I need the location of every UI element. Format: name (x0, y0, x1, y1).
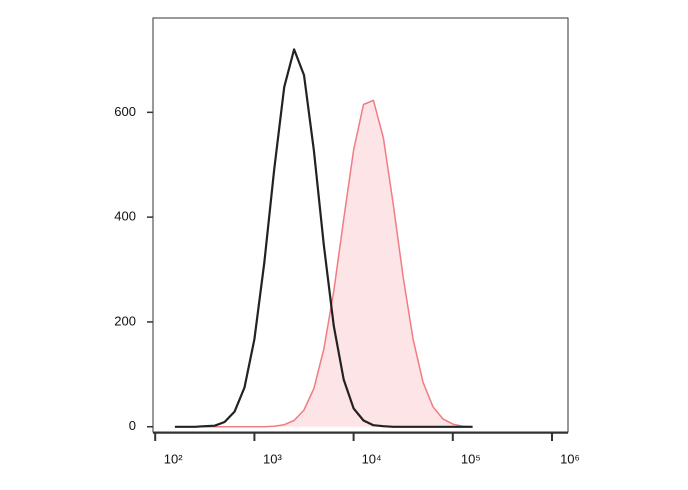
x-tick-label: 10⁵ (461, 451, 481, 466)
x-tick-label: 10⁶ (560, 451, 580, 466)
plot-frame (152, 17, 569, 433)
series-area (174, 100, 473, 427)
y-tick-label: 400 (114, 209, 136, 224)
series-line (174, 99, 473, 428)
x-tick-label: 10² (164, 451, 183, 466)
y-tick-label: 600 (114, 104, 136, 119)
y-tick-label: 0 (129, 418, 136, 433)
x-tick-label: 10⁴ (362, 451, 382, 466)
series-line (174, 48, 473, 428)
x-tick-label: 10³ (263, 451, 282, 466)
y-tick-label: 200 (114, 313, 136, 328)
series-group (174, 48, 473, 428)
